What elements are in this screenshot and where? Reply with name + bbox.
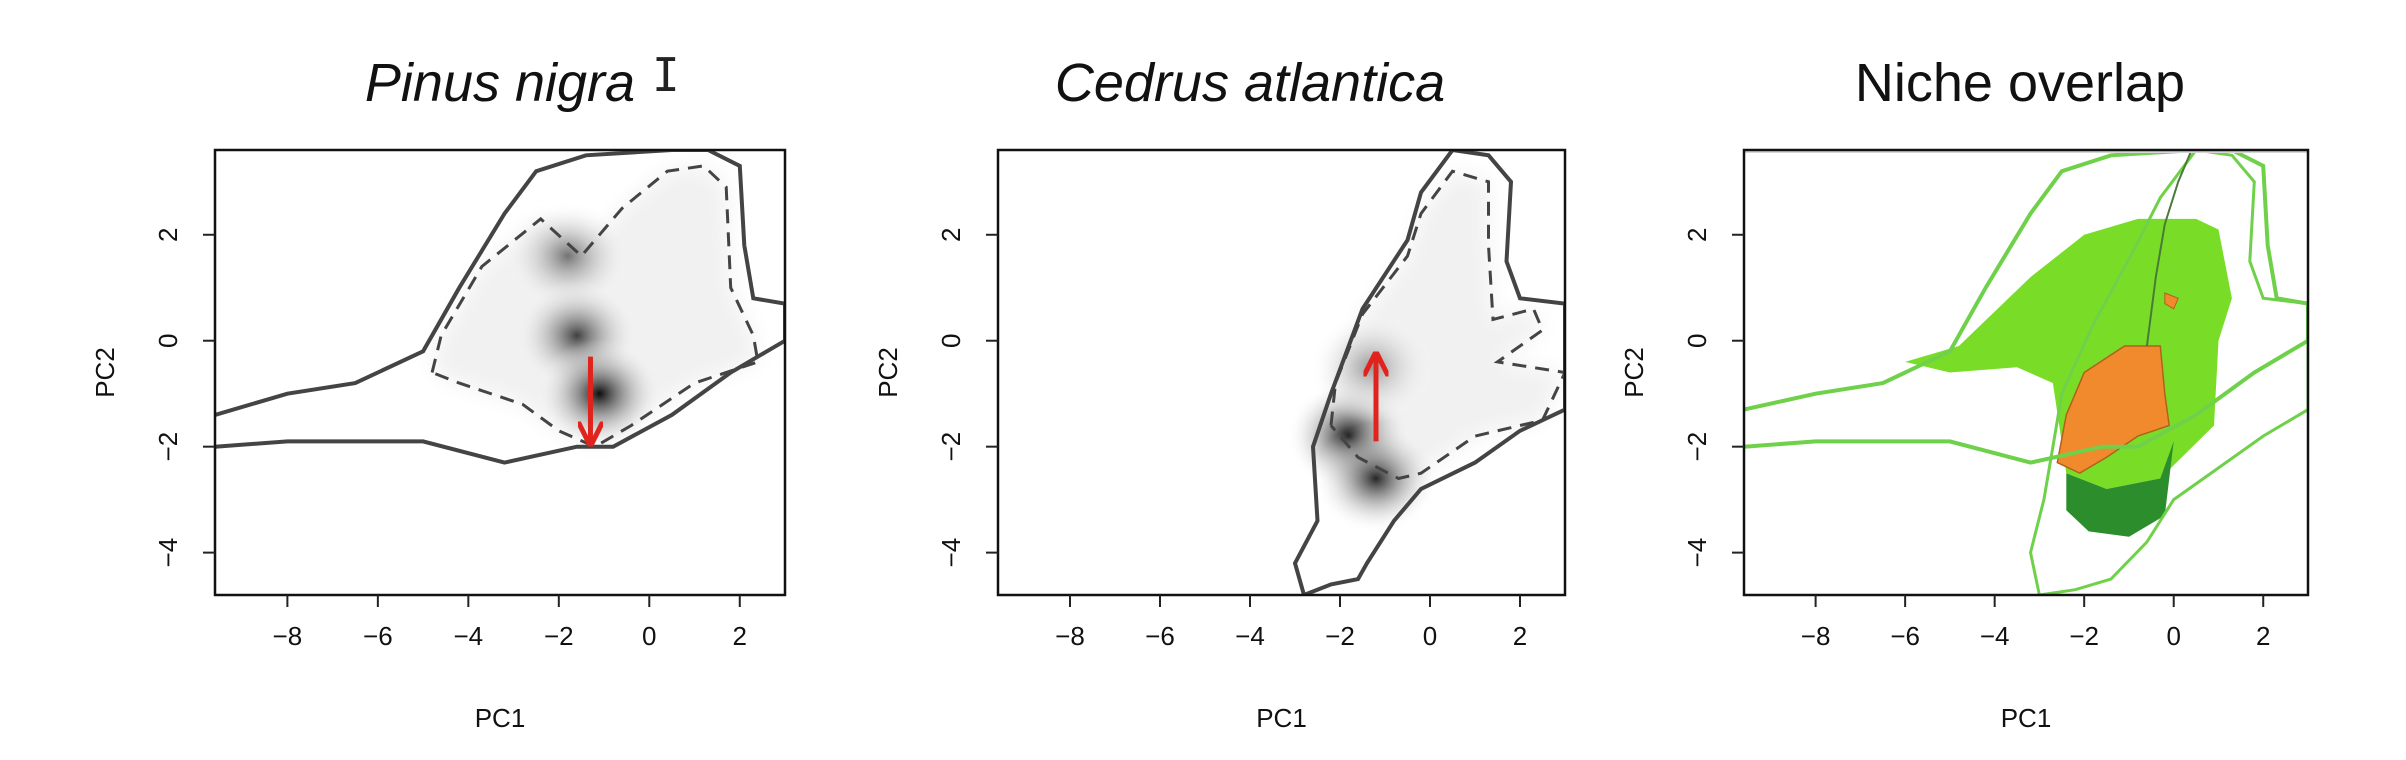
y-tick-label: 0 <box>936 333 966 347</box>
plot-2: −8 −6 −4 −2 0 2 −4 −2 0 2 PC1 PC2 <box>1619 148 2310 733</box>
plot-frame <box>996 148 1567 597</box>
region-orange-overlap <box>2056 345 2171 475</box>
plot-1: −8 −6 −4 −2 0 2 −4 −2 0 2 PC1 PC2 <box>873 148 1567 733</box>
y-tick-label: 0 <box>1682 333 1712 347</box>
y-tick-label: −4 <box>936 538 966 568</box>
plot-area-0 <box>215 150 785 465</box>
panel-cedrus-atlantica: Cedrus atlantica <box>800 0 1600 760</box>
x-tick-label: −8 <box>1055 621 1085 651</box>
niche-outline-2 <box>2028 150 2308 595</box>
y-tick-label: 2 <box>936 228 966 242</box>
y-tick-label: −2 <box>1682 432 1712 462</box>
contour-inner-dashed <box>1329 169 1565 481</box>
chart-title-pinus-nigra: Pinus nigra <box>364 53 636 113</box>
x-tick-label: −4 <box>454 621 484 651</box>
y-axis-label: PC2 <box>1619 347 1649 398</box>
x-tick-label: −2 <box>544 621 574 651</box>
x-tick-label: 2 <box>733 621 747 651</box>
y-tick-label: −4 <box>1682 538 1712 568</box>
x-tick-label: −8 <box>273 621 303 651</box>
chart-title-cedrus-atlantica: Cedrus atlantica <box>1054 53 1446 113</box>
chart-title-niche-overlap: Niche overlap <box>1854 53 2186 113</box>
region-orange-small <box>2164 292 2179 310</box>
panel-pinus-nigra: Pinus nigra <box>0 0 800 760</box>
x-tick-label: −2 <box>1325 621 1355 651</box>
x-tick-label: −4 <box>1980 621 2010 651</box>
density-peak <box>505 200 630 311</box>
region-dark-green <box>2066 441 2174 537</box>
y-tick-label: −4 <box>153 538 183 568</box>
x-tick-label: 0 <box>1423 621 1437 651</box>
niche-divider-line <box>2145 150 2193 347</box>
y-tick-label: 2 <box>1682 228 1712 242</box>
x-tick-label: 0 <box>642 621 656 651</box>
panel-niche-overlap: Niche overlap <box>1600 0 2406 760</box>
contour-outer-solid <box>215 150 785 465</box>
y-tick-label: −2 <box>936 432 966 462</box>
x-axis-label: PC1 <box>475 703 526 733</box>
x-axis-label: PC1 <box>1256 703 1307 733</box>
plot-frame <box>213 148 787 597</box>
x-tick-label: −2 <box>2069 621 2099 651</box>
x-tick-label: 2 <box>2256 621 2270 651</box>
x-axis-label: PC1 <box>2001 703 2052 733</box>
x-tick-label: −6 <box>363 621 393 651</box>
y-tick-label: 2 <box>153 228 183 242</box>
contour-inner-dashed <box>430 164 760 449</box>
density-peak <box>537 338 662 449</box>
x-tick-label: 2 <box>1513 621 1527 651</box>
x-tick-label: −4 <box>1235 621 1265 651</box>
x-tick-label: 0 <box>2166 621 2180 651</box>
plot-area-2 <box>1744 150 2308 595</box>
x-tick-label: −6 <box>1145 621 1175 651</box>
niche-outline-1 <box>1744 150 2308 465</box>
text-cursor-icon: I <box>652 48 680 102</box>
y-axis-label: PC2 <box>873 347 903 398</box>
plot-0: −8 −6 −4 −2 0 2 −4 −2 0 2 PC1 PC2 <box>90 148 787 733</box>
y-tick-label: 0 <box>153 333 183 347</box>
y-axis-label: PC2 <box>90 347 120 398</box>
plot-frame <box>1742 148 2310 597</box>
x-tick-label: −6 <box>1890 621 1920 651</box>
contour-outer-solid <box>1292 150 1565 595</box>
y-tick-label: −2 <box>153 432 183 462</box>
x-tick-label: −8 <box>1801 621 1831 651</box>
plot-area-1 <box>1287 150 1565 595</box>
